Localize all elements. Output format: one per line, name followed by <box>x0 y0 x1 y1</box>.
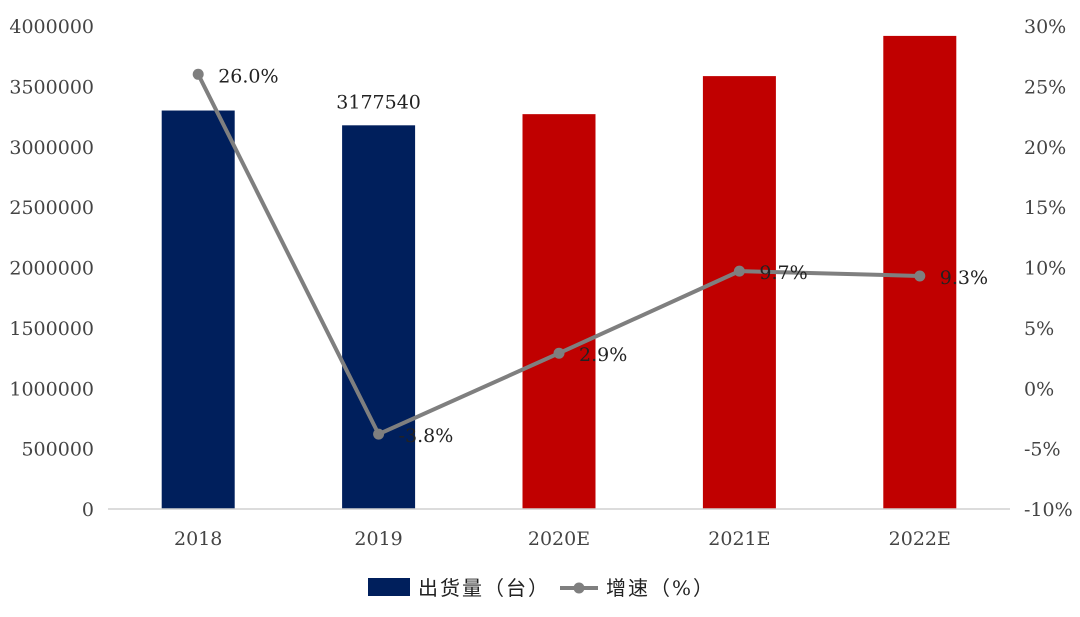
left-tick-label: 1000000 <box>9 378 94 400</box>
left-tick-label: 3000000 <box>9 137 94 159</box>
x-tick-label: 2022E <box>889 528 951 550</box>
right-tick-label: -10% <box>1024 499 1073 521</box>
line-data-label: 9.7% <box>759 262 807 284</box>
x-tick-label: 2021E <box>708 528 770 550</box>
growth-point <box>733 265 745 277</box>
left-tick-label: 1500000 <box>9 318 94 340</box>
bar <box>161 110 235 510</box>
right-tick-label: 0% <box>1024 378 1054 400</box>
data-labels: 3177540 26.0% -3.8% 2.9% 9.7% 9.3% <box>218 65 988 447</box>
left-tick-label: 0 <box>82 499 94 521</box>
left-tick-label: 2500000 <box>9 197 94 219</box>
x-tick-label: 2018 <box>174 528 222 550</box>
right-tick-label: 10% <box>1024 258 1066 280</box>
growth-point <box>914 270 926 282</box>
growth-point <box>192 68 204 80</box>
line-data-label: 9.3% <box>940 267 988 289</box>
x-axis: 2018 2019 2020E 2021E 2022E <box>174 528 951 550</box>
growth-point <box>373 428 385 440</box>
legend-label-line: 增速（%） <box>606 576 715 600</box>
x-tick-label: 2019 <box>354 528 402 550</box>
bar-data-label: 3177540 <box>336 91 421 113</box>
left-y-axis: 0 500000 1000000 1500000 2000000 2500000 30000… <box>9 16 94 521</box>
line-series <box>192 68 926 440</box>
left-tick-label: 2000000 <box>9 258 94 280</box>
x-tick-label: 2020E <box>528 528 590 550</box>
left-tick-label: 3500000 <box>9 76 94 98</box>
bar <box>342 125 416 509</box>
right-tick-label: 20% <box>1024 137 1066 159</box>
left-tick-label: 500000 <box>21 439 94 461</box>
right-y-axis: -10% -5% 0% 5% 10% 15% 20% 25% 30% <box>1024 16 1073 521</box>
right-tick-label: 15% <box>1024 197 1066 219</box>
line-data-label: -3.8% <box>399 425 454 447</box>
right-tick-label: 30% <box>1024 16 1066 38</box>
line-data-label: 2.9% <box>579 344 627 366</box>
right-tick-label: -5% <box>1024 439 1061 461</box>
left-tick-label: 4000000 <box>9 16 94 38</box>
legend-label-bar: 出货量（台） <box>418 576 550 600</box>
right-tick-label: 5% <box>1024 318 1054 340</box>
bar <box>702 76 776 509</box>
legend-swatch-marker <box>573 582 585 594</box>
legend: 出货量（台） 增速（%） <box>368 576 715 600</box>
growth-point <box>553 347 565 359</box>
legend-swatch-bar <box>368 578 410 596</box>
line-data-label: 26.0% <box>218 65 278 87</box>
right-tick-label: 25% <box>1024 76 1066 98</box>
bar <box>522 114 596 510</box>
